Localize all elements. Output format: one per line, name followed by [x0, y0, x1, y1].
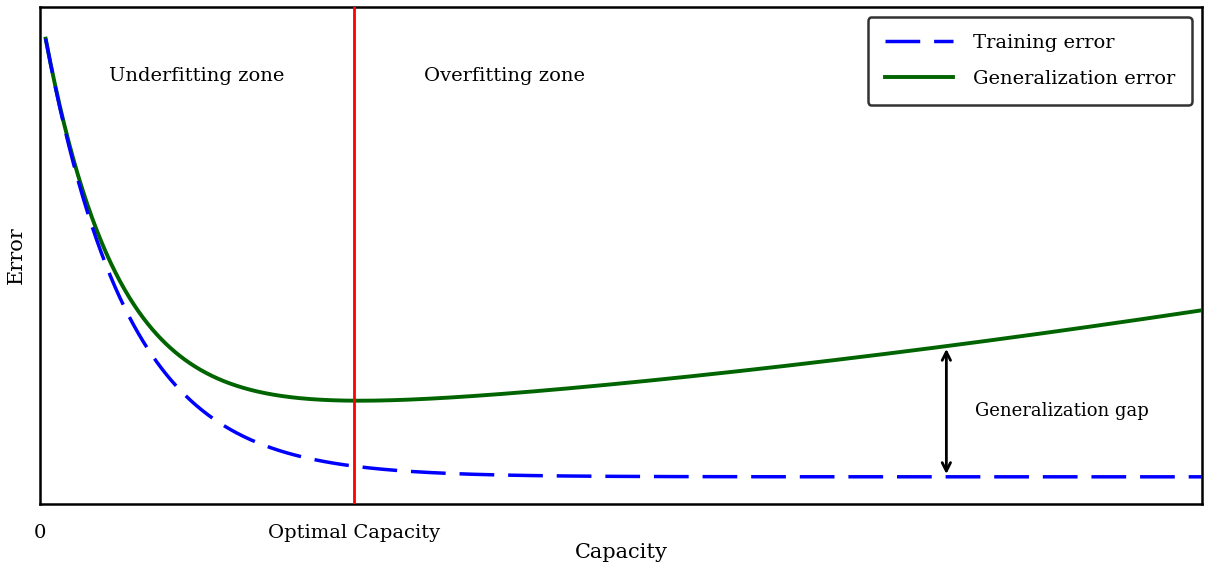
Training error	[548, 472, 562, 479]
Generalization error	[352, 397, 366, 404]
Training error	[39, 35, 53, 42]
Generalization error	[156, 338, 170, 345]
Training error	[941, 473, 955, 480]
Legend: Training error, Generalization error: Training error, Generalization error	[868, 17, 1192, 105]
Generalization error	[549, 386, 563, 393]
Generalization error	[508, 390, 522, 397]
Training error	[833, 473, 848, 480]
Generalization error	[942, 343, 956, 349]
Training error	[156, 368, 170, 374]
X-axis label: Capacity: Capacity	[574, 543, 667, 562]
Text: 0: 0	[34, 524, 46, 542]
Text: Generalization gap: Generalization gap	[976, 402, 1150, 420]
Generalization error	[962, 340, 977, 347]
Generalization error	[39, 35, 53, 42]
Line: Training error: Training error	[46, 39, 1202, 477]
Training error	[961, 473, 976, 480]
Text: Underfitting zone: Underfitting zone	[109, 67, 284, 85]
Generalization error	[834, 356, 849, 363]
Line: Generalization error: Generalization error	[46, 39, 1202, 401]
Text: Optimal Capacity: Optimal Capacity	[267, 524, 440, 542]
Generalization error	[1194, 307, 1209, 314]
Text: Overfitting zone: Overfitting zone	[424, 67, 585, 85]
Training error	[507, 472, 521, 479]
Y-axis label: Error: Error	[7, 226, 25, 284]
Training error	[1194, 473, 1209, 480]
